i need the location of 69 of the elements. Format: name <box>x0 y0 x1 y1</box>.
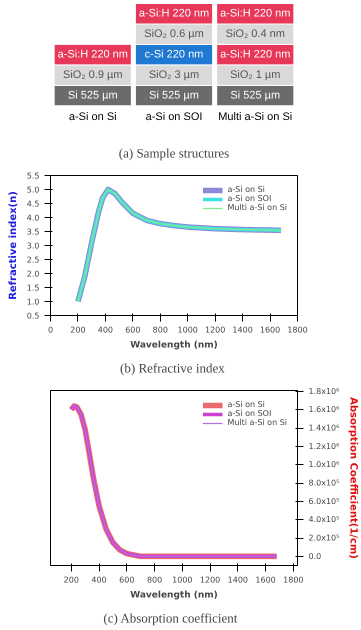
y-tick-label: 5.5 <box>26 172 40 180</box>
x-tick-label: 800 <box>152 326 168 334</box>
x-tick-label: 1400 <box>228 576 248 584</box>
x-tick-label: 1600 <box>255 576 276 584</box>
legend-label: a-Si on SOI <box>227 409 272 418</box>
y-tick-label: 5.0 <box>26 186 40 194</box>
y2-tick-label: 8.0x10⁵ <box>308 478 340 488</box>
x-tick-label: 1200 <box>200 576 220 584</box>
x-tick-label: 1000 <box>172 576 193 584</box>
text: SiO₂ 0.9 µm <box>62 69 123 82</box>
x-tick-label: 1800 <box>287 326 308 334</box>
text: c-Si 220 nm <box>144 48 204 61</box>
text: Si 525 µm <box>230 90 280 102</box>
y-axis-title: Refractive index(n) <box>8 191 19 300</box>
text: (b) Refractive index <box>120 360 226 376</box>
text: SiO₂ 0.4 nm <box>226 28 285 40</box>
legend-label: a-Si on SOI <box>227 194 272 203</box>
text: a-Si:H 220 nm <box>220 8 290 20</box>
x-tick-label: 400 <box>98 326 114 334</box>
text: (c) Absorption coefficient <box>103 610 238 626</box>
text: a-Si:H 220 nm <box>220 48 290 61</box>
legend-label: Multi a-Si on Si <box>227 203 287 212</box>
text: Si 525 µm <box>149 90 199 102</box>
y-tick-label: 0.5 <box>26 312 40 320</box>
y2-tick-label: 4.0x10⁵ <box>308 515 340 524</box>
y2-tick-label: 0.0 <box>308 552 322 561</box>
y-tick-label: 3.0 <box>26 242 40 250</box>
y2-tick-label: 1.2x10⁶ <box>308 442 340 451</box>
category-label: Multi a-Si on Si <box>218 111 292 124</box>
y2-tick-label: 2.0x10⁵ <box>308 534 340 543</box>
x-axis-title: Wavelength (nm) <box>130 340 218 350</box>
y2-tick-label: 1.4x10⁶ <box>308 424 340 433</box>
category-label: a-Si on Si <box>68 111 117 124</box>
category-label: a-Si on SOI <box>146 111 202 124</box>
x-tick-label: 1400 <box>232 326 253 334</box>
legend-label: a-Si on Si <box>227 185 265 194</box>
y-tick-label: 2.5 <box>26 256 40 264</box>
y2-tick-label: 1.6x10⁶ <box>308 405 340 414</box>
x-tick-label: 600 <box>119 576 134 584</box>
text: a-Si:H 220 nm <box>138 8 210 20</box>
y2-axis-title: Absorption Coefficient(1/cm) <box>347 397 358 559</box>
x-tick-label: 400 <box>91 576 107 584</box>
x-tick-label: 1800 <box>283 576 304 584</box>
text: Si 525 µm <box>68 90 118 102</box>
legend-label: Multi a-Si on Si <box>227 418 287 427</box>
x-tick-label: 1200 <box>204 326 226 334</box>
y-tick-label: 1.0 <box>26 298 40 306</box>
text: a-Si:H 220 nm <box>58 48 128 61</box>
x-tick-label: 1600 <box>260 326 280 334</box>
y-tick-label: 2.0 <box>26 270 40 278</box>
x-tick-label: 600 <box>125 326 140 334</box>
x-tick-label: 200 <box>64 576 79 584</box>
y-tick-label: 1.5 <box>26 284 40 292</box>
x-tick-label: 800 <box>146 576 162 584</box>
y-tick-label: 3.5 <box>26 228 40 236</box>
y2-tick-label: 1.8x10⁶ <box>308 386 340 396</box>
legend-label: a-Si on Si <box>227 400 265 409</box>
y2-tick-label: 6.0x10⁵ <box>308 496 340 506</box>
y-tick-label: 4.5 <box>26 200 40 208</box>
text: (a) Sample structures <box>118 146 230 160</box>
text: SiO₂ 0.6 µm <box>144 28 204 40</box>
text: SiO₂ 1 µm <box>230 69 280 82</box>
x-tick-label: 0 <box>48 326 54 334</box>
y-tick-label: 4.0 <box>26 214 40 222</box>
x-tick-label: 1000 <box>178 326 198 334</box>
x-tick-label: 200 <box>70 326 86 334</box>
text: SiO₂ 3 µm <box>148 69 200 82</box>
y2-tick-label: 1.0x10⁶ <box>308 460 340 470</box>
x-axis-title: Wavelength (nm) <box>130 590 218 600</box>
